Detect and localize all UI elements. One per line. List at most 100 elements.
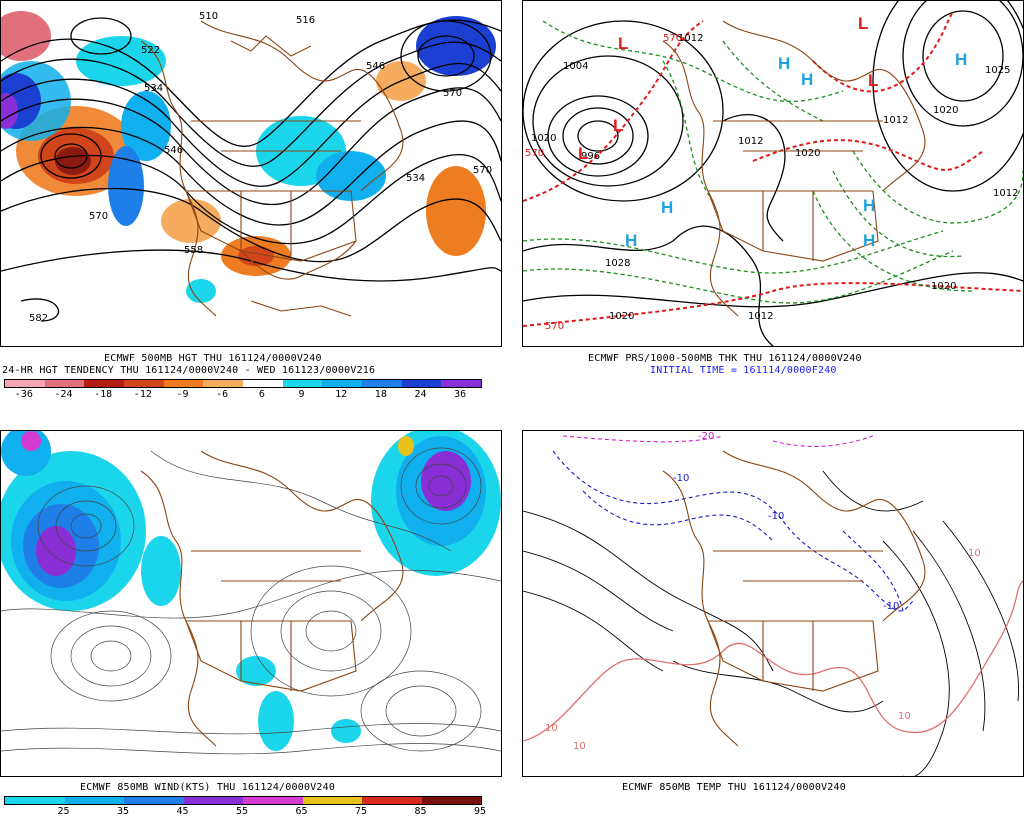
pressure-centers: H H H H H H H L L L L L bbox=[578, 14, 967, 250]
isotherm-label: 10 bbox=[573, 741, 586, 752]
isobar-label: 1020 bbox=[531, 133, 556, 144]
coastlines bbox=[140, 20, 404, 317]
colorbar-swatch bbox=[242, 380, 283, 387]
thickness-contours bbox=[523, 10, 1023, 327]
isobar-label: 1020 bbox=[795, 148, 820, 159]
thickness-label: 570 bbox=[545, 321, 564, 332]
height-contour-labels: 510 516 522 534 546 558 570 570 582 534 … bbox=[29, 11, 492, 324]
colorbar-tick-label: 6 bbox=[258, 389, 265, 400]
colorbar-swatch bbox=[123, 380, 164, 387]
colorbar-swatch bbox=[203, 380, 243, 387]
colorbar-swatch bbox=[163, 380, 204, 387]
ptemp-caption-line1: ECMWF 850MB TEMP THU 161124/0000V240 bbox=[622, 782, 846, 793]
colorbar-tick-label: 12 bbox=[335, 389, 348, 400]
colorbar-tick-label: 24 bbox=[414, 389, 427, 400]
p500-colorbar bbox=[4, 379, 482, 388]
map-500mb: 510 516 522 534 546 558 570 570 582 534 … bbox=[1, 11, 501, 324]
colorbar-swatch bbox=[401, 380, 442, 387]
isobar-labels: 1012 1004 996 1020 1012 1020 1028 1020 1… bbox=[531, 33, 1018, 322]
contour-label: 546 bbox=[366, 61, 385, 72]
colorbar-swatch bbox=[84, 380, 124, 387]
colorbar-tick-label: 18 bbox=[374, 389, 387, 400]
isobar-label: 1012 bbox=[678, 33, 703, 44]
colorbar-tick-label: -6 bbox=[216, 389, 229, 400]
coastlines bbox=[140, 450, 404, 747]
contour-label: 516 bbox=[296, 15, 315, 26]
contour-label: 582 bbox=[29, 313, 48, 324]
low-pressure-icon: L bbox=[613, 116, 623, 135]
colorbar-swatch bbox=[183, 797, 243, 804]
colorbar-swatch bbox=[361, 380, 402, 387]
thickness-labels: 570 570 570 bbox=[525, 33, 682, 332]
p500-colorbar-labels: -36 -24 -18 -12 -9 -6 6 9 12 18 24 36 bbox=[4, 389, 480, 401]
thickness-label: 570 bbox=[525, 148, 544, 159]
colorbar-tick-label: -24 bbox=[54, 389, 73, 400]
height-contours bbox=[1, 17, 501, 322]
colorbar-swatch bbox=[5, 380, 45, 387]
pwind-colorbar bbox=[4, 796, 482, 805]
colorbar-tick-label: 25 bbox=[57, 806, 70, 817]
pprs-caption-line1: ECMWF PRS/1000-500MB THK THU 161124/0000… bbox=[588, 353, 862, 364]
isobar-label: 1020 bbox=[931, 281, 956, 292]
colorbar-swatch bbox=[421, 797, 481, 804]
contour-label: 570 bbox=[473, 165, 492, 176]
colorbar-tick-label: -12 bbox=[133, 389, 152, 400]
contour-label: 534 bbox=[144, 83, 163, 94]
isobar-label: 1012 bbox=[738, 136, 763, 147]
high-pressure-icon: H bbox=[955, 50, 967, 69]
isobar-label: 1012 bbox=[993, 188, 1018, 199]
isobar-label: 1025 bbox=[985, 65, 1010, 76]
isotherm-label: 10 bbox=[968, 548, 981, 559]
colorbar-tick-label: 35 bbox=[116, 806, 130, 817]
colorbar-swatch bbox=[124, 797, 184, 804]
colorbar-tick-label: 9 bbox=[298, 389, 305, 400]
coastlines bbox=[662, 450, 926, 747]
map-850mb-temp: -10 -10 -10 10 10 10 10 -20 bbox=[523, 431, 1023, 776]
isobar-label: 1012 bbox=[883, 115, 908, 126]
high-pressure-icon: H bbox=[801, 70, 813, 89]
contour-label: 534 bbox=[406, 173, 425, 184]
colorbar-tick-label: 36 bbox=[454, 389, 467, 400]
contour-label: 570 bbox=[443, 88, 462, 99]
colorbar-swatch bbox=[441, 380, 481, 387]
isobar-label: 1020 bbox=[609, 311, 634, 322]
contour-label: 510 bbox=[199, 11, 218, 22]
high-pressure-icon: H bbox=[778, 54, 790, 73]
contour-label: 558 bbox=[184, 245, 203, 256]
contour-label: 522 bbox=[141, 45, 160, 56]
colorbar-tick-label: 85 bbox=[414, 806, 427, 817]
colorbar-swatch bbox=[282, 380, 323, 387]
thickness-label: 570 bbox=[663, 33, 682, 44]
isotherm-label: -10 bbox=[883, 601, 899, 612]
high-pressure-icon: H bbox=[661, 198, 673, 217]
high-pressure-icon: H bbox=[863, 231, 875, 250]
colorbar-tick-label: 75 bbox=[354, 806, 368, 817]
colorbar-tick-label: 55 bbox=[235, 806, 249, 817]
isobar-label: 1020 bbox=[933, 105, 958, 116]
low-pressure-icon: L bbox=[578, 144, 588, 163]
height-tendency-shading bbox=[1, 11, 496, 303]
colorbar-swatch bbox=[322, 380, 362, 387]
colorbar-swatch bbox=[5, 797, 65, 804]
colorbar-swatch bbox=[64, 797, 124, 804]
low-pressure-icon: L bbox=[618, 34, 628, 53]
colorbar-swatch bbox=[302, 797, 362, 804]
map-850mb-wind bbox=[1, 431, 501, 755]
contour-label: 546 bbox=[164, 145, 183, 156]
pprs-caption-line2: INITIAL TIME = 161114/0000F240 bbox=[650, 365, 837, 376]
panel-500mb-heights: 510 516 522 534 546 558 570 570 582 534 … bbox=[0, 0, 502, 347]
panel-850mb-wind bbox=[0, 430, 502, 777]
colorbar-tick-label: -36 bbox=[14, 389, 33, 400]
isotherms-warm bbox=[523, 580, 1023, 742]
isotherm-label: -10 bbox=[768, 511, 784, 522]
colorbar-tick-label: -9 bbox=[176, 389, 189, 400]
isotherm-label: 10 bbox=[898, 711, 911, 722]
high-pressure-icon: H bbox=[625, 231, 637, 250]
panel-pressure-thickness: 1012 1004 996 1020 1012 1020 1028 1020 1… bbox=[522, 0, 1024, 347]
colorbar-swatch bbox=[44, 380, 85, 387]
colorbar-tick-label: 65 bbox=[295, 806, 308, 817]
p500-caption-line2: 24-HR HGT TENDENCY THU 161124/0000V240 -… bbox=[2, 365, 376, 376]
colorbar-tick-label: 45 bbox=[176, 806, 189, 817]
isobar-label: 1012 bbox=[748, 311, 773, 322]
isotherm-labels: -10 -10 -10 10 10 10 10 -20 bbox=[545, 431, 981, 752]
